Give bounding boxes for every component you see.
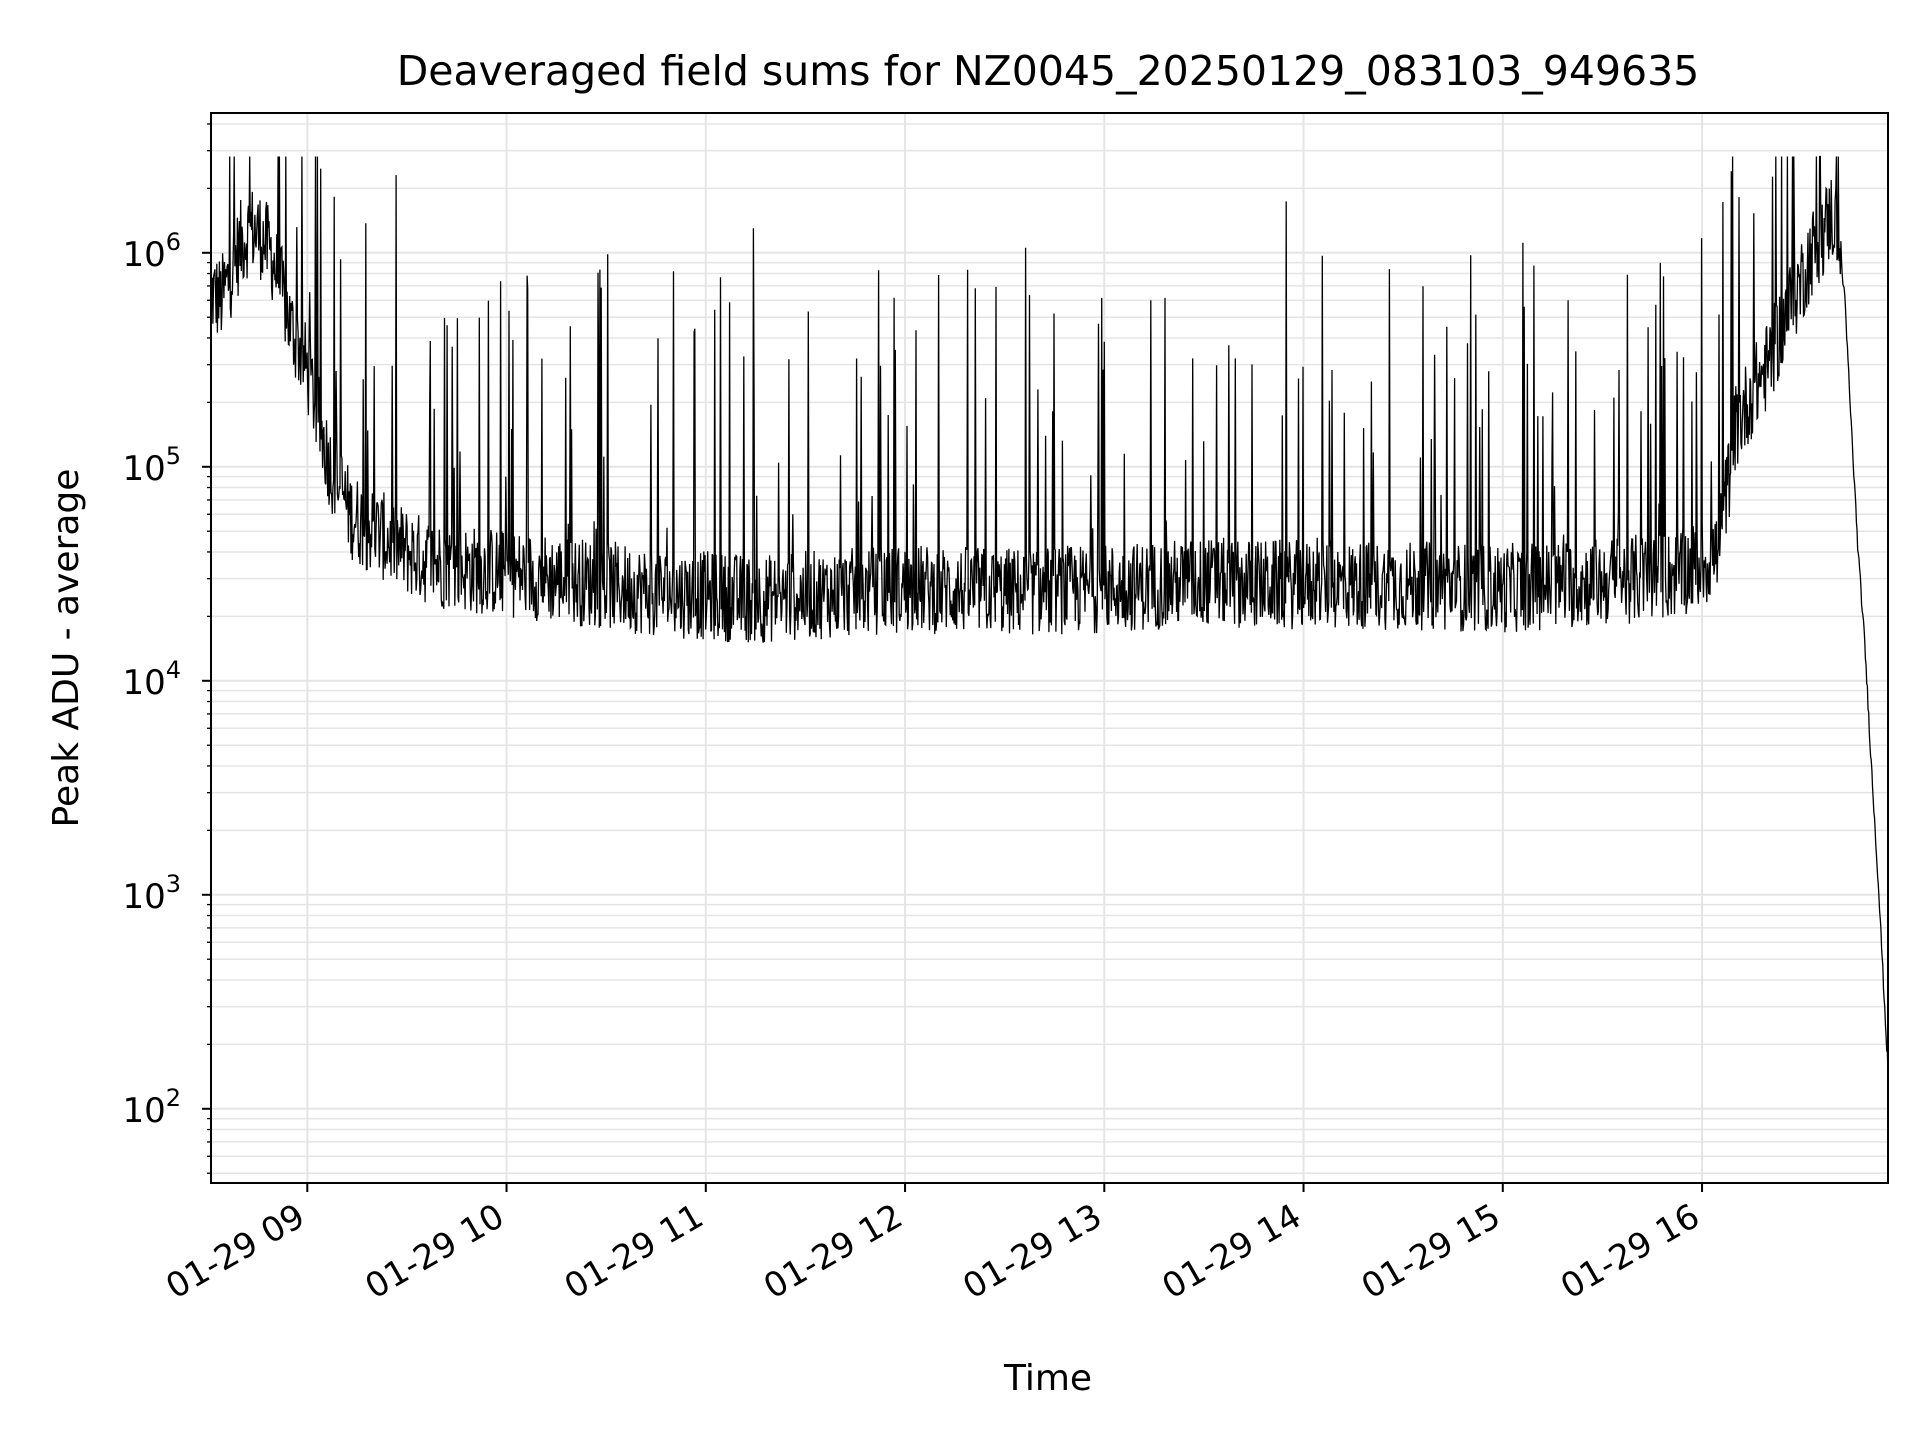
x-tick-label: 01-29 09: [159, 1196, 311, 1307]
grid-lines: [211, 113, 1888, 1183]
x-axis: 01-29 09 01-29 10 01-29 11 01-29 12 01-29 13…: [159, 1183, 1707, 1307]
x-tick-label: 01-29 15: [1355, 1196, 1507, 1307]
y-tick-label: 105: [122, 442, 181, 489]
x-tick-label: 01-29 12: [757, 1196, 909, 1307]
x-axis-label: Time: [1003, 1358, 1092, 1399]
y-axis-label: Peak ADU - average: [46, 469, 87, 828]
y-tick-label: 106: [122, 228, 181, 275]
chart-title: Deaveraged field sums for NZ0045_2025012…: [397, 47, 1700, 95]
x-tick-label: 01-29 11: [558, 1196, 710, 1307]
y-tick-label: 102: [122, 1084, 181, 1131]
y-tick-label: 104: [122, 656, 181, 703]
x-tick-label: 01-29 16: [1554, 1196, 1706, 1307]
plot-area: [211, 155, 1888, 1077]
x-tick-label: 01-29 10: [359, 1196, 511, 1307]
y-axis: 102 103 104 105 106: [122, 123, 211, 1174]
plot-frame: [210, 112, 1889, 1184]
x-tick-label: 01-29 13: [956, 1196, 1108, 1307]
x-tick-label: 01-29 14: [1156, 1196, 1308, 1307]
y-tick-label: 103: [122, 870, 181, 917]
data-series-line: [211, 155, 1888, 1077]
